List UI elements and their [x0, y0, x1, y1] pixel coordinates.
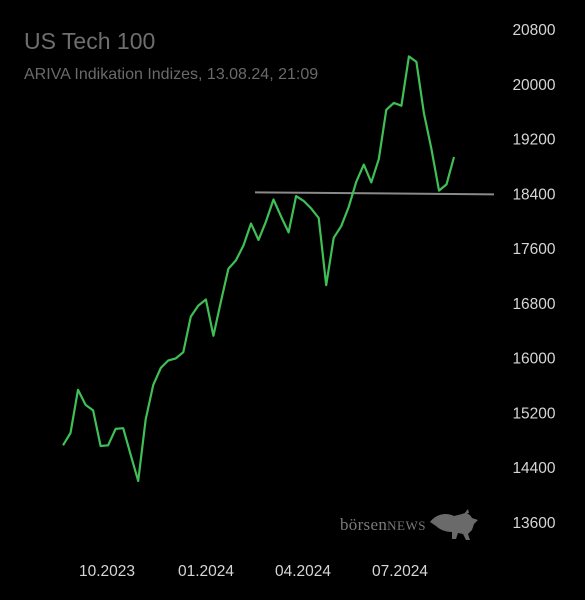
- y-tick-label: 13600: [512, 515, 555, 532]
- chart-subtitle: ARIVA Indikation Indizes, 13.08.24, 21:0…: [24, 66, 319, 83]
- x-tick-label: 04.2024: [275, 563, 331, 580]
- y-tick-label: 16800: [512, 296, 555, 313]
- y-tick-label: 16000: [512, 351, 555, 368]
- x-tick-label: 10.2023: [79, 563, 135, 580]
- chart-title: US Tech 100: [24, 28, 156, 54]
- y-tick-label: 15200: [512, 405, 555, 422]
- x-tick-label: 07.2024: [372, 563, 428, 580]
- y-tick-label: 14400: [512, 460, 555, 477]
- watermark-text: börsenNEWS: [340, 515, 426, 535]
- y-axis: 13600 14400 15200 16000 16800 17600 18400 19200…: [512, 22, 555, 532]
- y-tick-label: 20800: [512, 22, 555, 39]
- y-tick-label: 17600: [512, 241, 555, 258]
- reference-line-layer: [254, 191, 495, 196]
- x-axis: 10.2023 01.2024 04.2024 07.2024: [79, 563, 428, 580]
- x-tick-label: 01.2024: [178, 563, 234, 580]
- reference-line: [254, 191, 495, 196]
- boersennews-watermark: börsenNEWS: [340, 508, 480, 542]
- y-tick-label: 18400: [512, 186, 555, 203]
- y-tick-label: 20000: [512, 77, 555, 94]
- watermark-brand-b: NEWS: [387, 518, 426, 533]
- bull-icon: [429, 509, 478, 540]
- series-line: [62, 55, 456, 482]
- series-layer: [62, 55, 456, 482]
- watermark-brand-a: börsen: [340, 515, 388, 534]
- y-tick-label: 19200: [512, 132, 555, 149]
